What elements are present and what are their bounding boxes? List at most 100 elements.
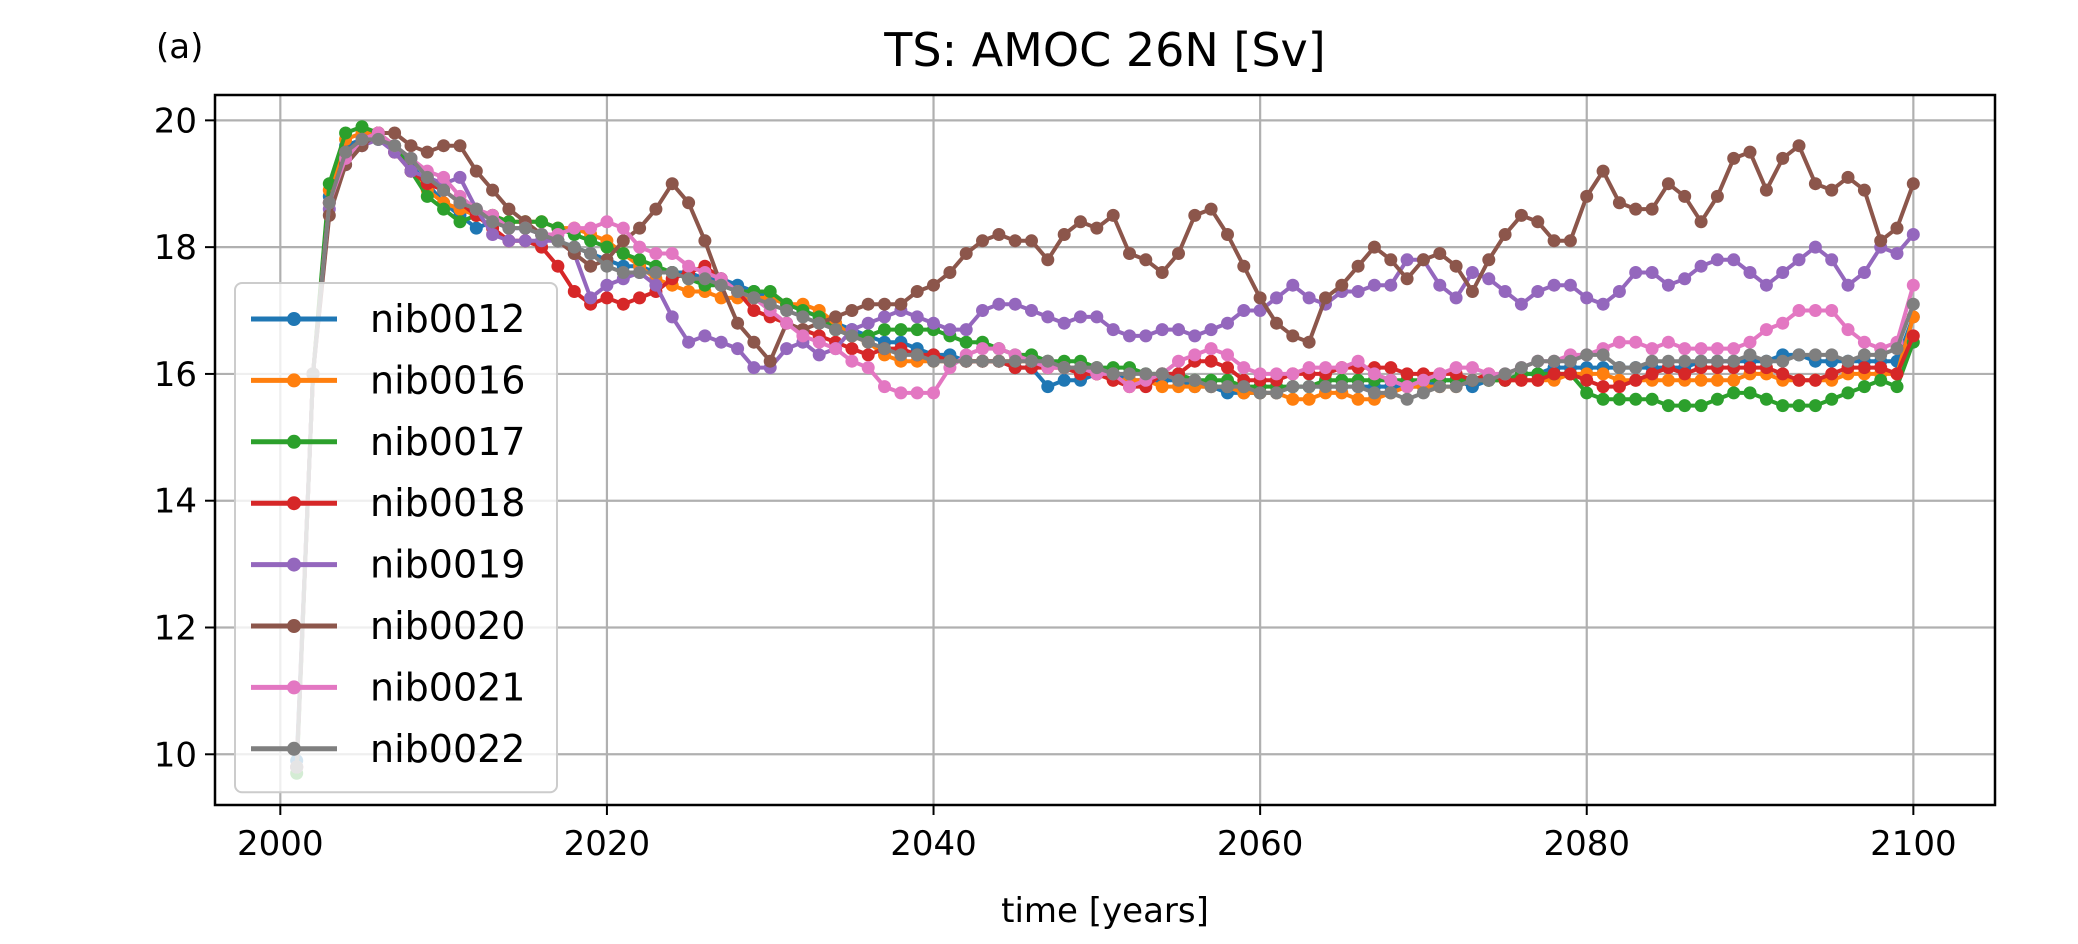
data-point xyxy=(1629,373,1643,387)
data-point xyxy=(910,386,924,400)
data-point xyxy=(1057,316,1071,330)
data-point xyxy=(1384,253,1398,267)
data-point xyxy=(1857,335,1871,349)
data-point xyxy=(976,354,989,368)
data-point xyxy=(1547,234,1561,248)
data-point xyxy=(1678,342,1692,356)
x-tick-label: 2000 xyxy=(237,824,324,864)
data-point xyxy=(1025,354,1038,368)
data-point xyxy=(1449,291,1463,305)
data-point xyxy=(1776,266,1790,279)
data-point xyxy=(1890,221,1904,235)
data-point xyxy=(1172,354,1185,368)
data-point xyxy=(665,266,679,279)
data-point xyxy=(1270,386,1283,400)
data-point xyxy=(1204,354,1218,368)
data-point xyxy=(567,221,581,235)
data-point xyxy=(1106,323,1120,337)
legend-item-nib0017: nib0017 xyxy=(251,420,525,464)
y-tick-label: 18 xyxy=(154,228,197,268)
data-point xyxy=(1302,291,1316,305)
data-point xyxy=(1857,380,1871,394)
data-point xyxy=(1204,380,1218,394)
legend-item-nib0019: nib0019 xyxy=(251,543,525,587)
legend-label: nib0018 xyxy=(370,481,525,525)
legend-swatch-marker xyxy=(287,741,301,756)
data-point xyxy=(1710,342,1724,356)
data-point xyxy=(1139,253,1153,267)
data-point xyxy=(1221,348,1234,362)
panel-label: (a) xyxy=(156,27,203,67)
data-point xyxy=(812,348,826,362)
legend-swatch-marker xyxy=(287,619,301,633)
data-point xyxy=(1433,247,1447,260)
data-point xyxy=(1596,367,1610,381)
data-point xyxy=(780,304,794,317)
data-point xyxy=(1580,386,1594,400)
data-point xyxy=(1106,208,1120,222)
data-point xyxy=(1841,170,1855,184)
data-point xyxy=(1188,348,1202,362)
data-point xyxy=(616,221,630,235)
data-point xyxy=(1253,386,1267,400)
data-point xyxy=(878,380,891,394)
data-point xyxy=(1743,361,1757,375)
data-point xyxy=(1743,145,1757,159)
data-point xyxy=(1384,278,1398,292)
data-point xyxy=(1482,272,1496,286)
data-point xyxy=(1890,247,1904,260)
data-point xyxy=(861,348,875,362)
data-point xyxy=(1694,342,1708,356)
data-point xyxy=(1792,304,1806,317)
data-point xyxy=(1172,323,1185,337)
data-point xyxy=(1335,361,1349,375)
data-point xyxy=(355,120,369,134)
data-point xyxy=(829,310,843,324)
legend-item-nib0022: nib0022 xyxy=(251,727,525,771)
legend-swatch-marker xyxy=(287,496,301,511)
data-point xyxy=(1286,367,1300,381)
data-point xyxy=(1106,367,1120,381)
data-point xyxy=(1514,297,1528,311)
data-point xyxy=(437,202,451,216)
data-point xyxy=(1384,373,1398,387)
data-point xyxy=(1825,367,1839,381)
data-point xyxy=(894,386,908,400)
data-point xyxy=(388,139,402,153)
data-point xyxy=(1808,348,1822,362)
data-point xyxy=(502,202,516,216)
data-point xyxy=(1204,342,1218,356)
data-point xyxy=(1629,335,1643,349)
data-point xyxy=(1514,373,1528,387)
data-point xyxy=(1155,367,1169,381)
data-point xyxy=(1531,285,1545,298)
data-point xyxy=(1776,316,1790,330)
data-point xyxy=(1727,342,1741,356)
data-point xyxy=(682,272,696,286)
legend-swatch-marker xyxy=(287,557,301,572)
data-point xyxy=(1727,253,1741,267)
data-point xyxy=(943,266,957,279)
data-point xyxy=(469,202,483,216)
data-point xyxy=(1531,373,1545,387)
data-point xyxy=(1302,392,1316,406)
data-point xyxy=(1172,373,1185,387)
data-point xyxy=(1514,361,1528,375)
data-point xyxy=(1563,278,1577,292)
legend-label: nib0012 xyxy=(370,297,525,341)
legend-item-nib0021: nib0021 xyxy=(251,665,525,709)
data-point xyxy=(665,247,679,260)
data-point xyxy=(1123,367,1136,381)
data-point xyxy=(551,259,565,273)
data-point xyxy=(1743,335,1757,349)
data-point xyxy=(845,342,859,356)
data-point xyxy=(616,234,630,248)
data-point xyxy=(1857,361,1871,375)
data-point xyxy=(339,145,353,159)
data-point xyxy=(1661,354,1675,368)
data-point xyxy=(600,215,614,229)
data-point xyxy=(682,335,696,349)
data-point xyxy=(698,234,712,248)
legend-item-nib0012: nib0012 xyxy=(251,297,525,341)
